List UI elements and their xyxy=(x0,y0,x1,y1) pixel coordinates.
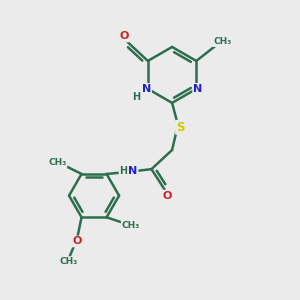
Text: H: H xyxy=(119,166,128,176)
Text: H: H xyxy=(133,92,141,102)
Text: CH₃: CH₃ xyxy=(213,37,231,46)
Text: S: S xyxy=(176,121,184,134)
Text: N: N xyxy=(193,84,203,94)
Text: N: N xyxy=(142,84,151,94)
Text: O: O xyxy=(119,32,128,41)
Text: N: N xyxy=(128,166,137,176)
Text: O: O xyxy=(163,190,172,201)
Text: CH₃: CH₃ xyxy=(59,257,77,266)
Text: O: O xyxy=(72,236,82,247)
Text: CH₃: CH₃ xyxy=(122,221,140,230)
Text: CH₃: CH₃ xyxy=(48,158,67,167)
